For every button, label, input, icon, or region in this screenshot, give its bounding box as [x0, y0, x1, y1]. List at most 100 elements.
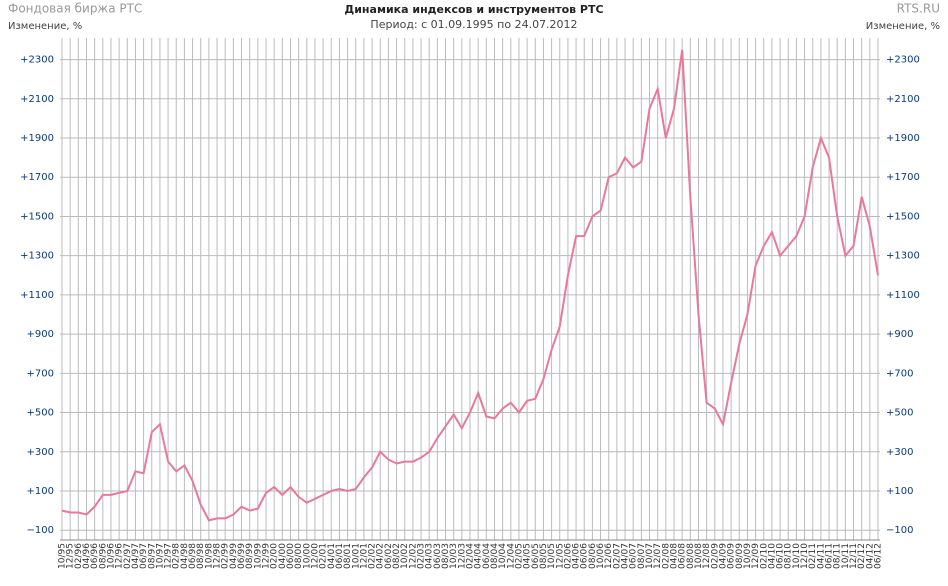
x-tick-label: 08/11	[833, 543, 843, 569]
x-tick-label: 02/11	[808, 543, 818, 569]
x-tick-label: 10/04	[498, 543, 508, 569]
y-tick-label: +2100	[20, 94, 54, 105]
x-tick-label: 06/02	[384, 543, 394, 569]
y2-tick-label: +500	[886, 408, 913, 419]
x-tick-label: 10/09	[743, 543, 753, 569]
x-tick-label: 04/00	[278, 543, 288, 569]
x-tick-label: 12/03	[457, 543, 467, 569]
x-tick-label: 02/00	[270, 543, 280, 569]
x-tick-label: 06/11	[825, 543, 835, 569]
x-tick-label: 08/99	[245, 543, 255, 569]
x-tick-label: 06/03	[433, 543, 443, 569]
y-tick-label: +1900	[20, 133, 54, 144]
x-tick-label: 12/97	[164, 543, 174, 569]
x-tick-label: 10/00	[302, 543, 312, 569]
y-tick-label: +100	[27, 486, 54, 497]
y-tick-label: +700	[27, 368, 54, 379]
x-tick-label: 04/06	[572, 543, 582, 569]
x-tick-label: 04/12	[865, 543, 875, 569]
x-tick-label: 04/97	[131, 543, 141, 569]
x-tick-label: 04/04	[474, 543, 484, 569]
x-tick-label: 08/05	[539, 543, 549, 569]
y2-tick-label: +300	[886, 447, 913, 458]
x-tick-label: 04/05	[523, 543, 533, 569]
x-tick-label: 02/96	[74, 543, 84, 569]
x-tick-label: 12/09	[751, 543, 761, 569]
x-tick-label: 08/09	[735, 543, 745, 569]
y-tick-label: +900	[27, 329, 54, 340]
y2-axis-label: Изменение, %	[866, 21, 940, 32]
x-tick-label: 08/04	[490, 543, 500, 569]
x-tick-label: 12/11	[849, 543, 859, 569]
y2-tick-label: +900	[886, 329, 913, 340]
x-tick-label: 06/07	[629, 543, 639, 569]
chart-title: Динамика индексов и инструментов РТС	[344, 3, 603, 16]
y-tick-label: −100	[27, 525, 54, 536]
x-tick-label: 02/05	[514, 543, 524, 569]
source-left: Фондовая биржа РТС	[8, 2, 142, 16]
x-tick-label: 04/08	[670, 543, 680, 569]
y-tick-label: +500	[27, 408, 54, 419]
x-tick-label: 12/02	[408, 543, 418, 569]
x-tick-label: 08/10	[784, 543, 794, 569]
y-tick-label: +1500	[20, 211, 54, 222]
x-tick-label: 06/00	[286, 543, 296, 569]
y2-tick-label: +1500	[886, 211, 920, 222]
y2-tick-label: +1300	[886, 251, 920, 262]
x-tick-label: 06/10	[776, 543, 786, 569]
x-tick-label: 02/97	[123, 543, 133, 569]
x-tick-label: 02/99	[221, 543, 231, 569]
x-tick-label: 12/96	[115, 543, 125, 569]
source-right: RTS.RU	[897, 2, 940, 16]
x-tick-label: 02/01	[319, 543, 329, 569]
x-tick-label: 04/11	[816, 543, 826, 569]
y-tick-label: +1700	[20, 172, 54, 183]
x-tick-label: 04/96	[82, 543, 92, 569]
x-tick-label: 02/02	[368, 543, 378, 569]
x-tick-label: 06/01	[335, 543, 345, 569]
x-tick-label: 06/98	[188, 543, 198, 569]
x-tick-label: 08/96	[98, 543, 108, 569]
x-tick-label: 10/01	[351, 543, 361, 569]
x-tick-label: 12/00	[310, 543, 320, 569]
x-tick-label: 10/02	[400, 543, 410, 569]
y2-tick-label: +1700	[886, 172, 920, 183]
y2-tick-label: +1100	[886, 290, 920, 301]
x-tick-label: 06/09	[727, 543, 737, 569]
x-tick-label: 08/97	[147, 543, 157, 569]
x-tick-label: 12/07	[653, 543, 663, 569]
x-tick-label: 12/01	[359, 543, 369, 569]
x-tick-label: 12/98	[213, 543, 223, 569]
x-tick-label: 10/96	[106, 543, 116, 569]
x-tick-label: 06/04	[482, 543, 492, 569]
x-tick-label: 02/07	[612, 543, 622, 569]
x-tick-label: 10/10	[792, 543, 802, 569]
x-tick-label: 12/04	[506, 543, 516, 569]
x-tick-label: 04/10	[767, 543, 777, 569]
x-tick-label: 08/08	[686, 543, 696, 569]
x-tick-label: 12/05	[555, 543, 565, 569]
y2-tick-label: −100	[886, 525, 913, 536]
x-tick-label: 12/95	[66, 543, 76, 569]
x-tick-label: 10/07	[645, 543, 655, 569]
y-tick-label: +1100	[20, 290, 54, 301]
x-tick-label: 04/07	[621, 543, 631, 569]
x-tick-label: 02/12	[857, 543, 867, 569]
x-tick-label: 04/99	[229, 543, 239, 569]
y2-tick-label: +2100	[886, 94, 920, 105]
x-tick-label: 12/10	[800, 543, 810, 569]
x-tick-label: 02/10	[759, 543, 769, 569]
x-tick-label: 06/99	[237, 543, 247, 569]
y-tick-label: +1300	[20, 251, 54, 262]
x-tick-label: 02/03	[417, 543, 427, 569]
y2-tick-label: +100	[886, 486, 913, 497]
series-line	[61, 49, 879, 522]
x-tick-label: 06/12	[874, 543, 884, 569]
x-tick-label: 08/07	[637, 543, 647, 569]
x-tick-label: 02/98	[172, 543, 182, 569]
x-tick-label: 02/04	[466, 543, 476, 569]
y-axis-label: Изменение, %	[8, 21, 82, 32]
x-tick-label: 02/08	[661, 543, 671, 569]
x-tick-label: 10/99	[253, 543, 263, 569]
